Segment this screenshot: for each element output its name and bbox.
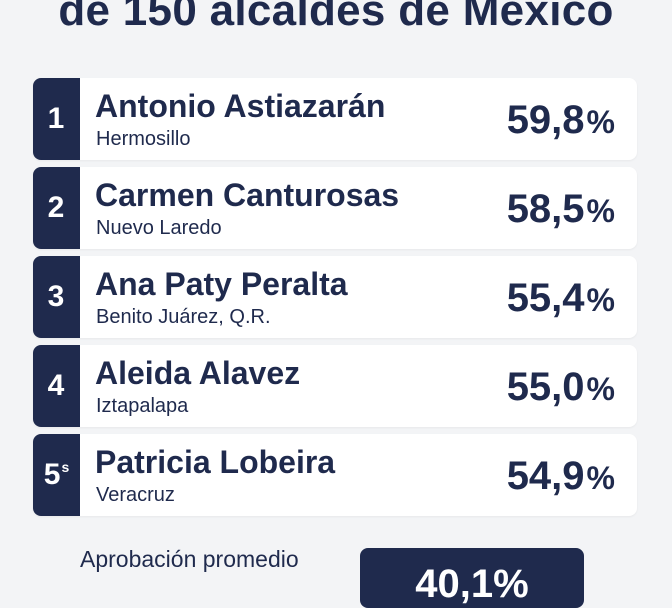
approval-value: 55,4% <box>507 276 615 321</box>
rank-suffix: s <box>61 459 70 475</box>
approval-number: 55,4 <box>506 276 585 320</box>
approval-value: 58,5% <box>507 187 615 232</box>
ranking-row: 1 Antonio Astiazarán Hermosillo 59,8% <box>33 78 637 160</box>
percent-symbol: % <box>586 104 615 140</box>
approval-number: 58,5 <box>506 187 585 231</box>
approval-number: 59,8 <box>506 98 585 142</box>
rank-badge: 3 <box>33 256 80 338</box>
ranking-list: 1 Antonio Astiazarán Hermosillo 59,8% 2 … <box>33 78 637 523</box>
mayor-city: Hermosillo <box>96 128 191 150</box>
mayor-name: Patricia Lobeira <box>95 444 336 480</box>
mayor-name: Ana Paty Peralta <box>95 266 348 302</box>
mayor-city: Nuevo Laredo <box>96 217 222 239</box>
mayor-city: Veracruz <box>96 484 175 506</box>
rank-badge: 4 <box>33 345 80 427</box>
average-approval-value: 40,1% <box>360 548 584 608</box>
percent-symbol: % <box>586 371 615 407</box>
percent-symbol: % <box>586 282 615 318</box>
mayor-city: Iztapalapa <box>96 395 189 417</box>
percent-symbol: % <box>586 460 615 496</box>
mayor-name: Carmen Canturosas <box>95 177 400 213</box>
approval-number: 55,0 <box>506 365 585 409</box>
rank-number: 3 <box>47 280 65 313</box>
page-title: de 150 alcaldes de México <box>58 0 614 35</box>
approval-value: 54,9% <box>507 454 615 499</box>
ranking-row: 4 Aleida Alavez Iztapalapa 55,0% <box>33 345 637 427</box>
rank-number: 5 <box>43 458 61 491</box>
mayor-name: Antonio Astiazarán <box>95 88 386 124</box>
rank-badge: 2 <box>33 167 80 249</box>
rank-number: 4 <box>47 369 65 402</box>
average-approval-label: Aprobación promedio <box>80 546 299 572</box>
approval-number: 54,9 <box>506 454 585 498</box>
mayor-city: Benito Juárez, Q.R. <box>96 306 271 328</box>
rank-number: 2 <box>47 191 65 224</box>
rank-badge: 1 <box>33 78 80 160</box>
percent-symbol: % <box>586 193 615 229</box>
approval-value: 59,8% <box>507 98 615 143</box>
rank-number: 1 <box>47 102 65 135</box>
approval-value: 55,0% <box>507 365 615 410</box>
ranking-row: 3 Ana Paty Peralta Benito Juárez, Q.R. 5… <box>33 256 637 338</box>
ranking-row: 2 Carmen Canturosas Nuevo Laredo 58,5% <box>33 167 637 249</box>
mayor-name: Aleida Alavez <box>95 355 301 391</box>
